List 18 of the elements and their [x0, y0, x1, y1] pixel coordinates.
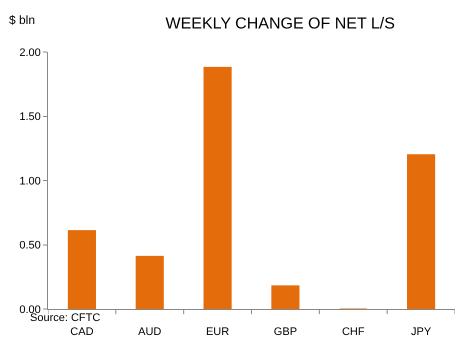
- x-tick-label: JPY: [410, 326, 432, 338]
- chart-title: WEEKLY CHANGE OF NET L/S: [166, 16, 395, 33]
- bar: [136, 256, 164, 309]
- bar: [204, 66, 232, 309]
- bar: [271, 285, 300, 309]
- bar: [68, 230, 96, 309]
- source-note: Source: CFTC: [30, 312, 100, 324]
- y-tick-label: 0.50: [19, 240, 41, 252]
- x-tick-label: CHF: [342, 326, 365, 338]
- y-tick-label: 1.50: [19, 111, 41, 124]
- x-tick-label: GBP: [274, 326, 298, 338]
- bar: [407, 154, 436, 309]
- y-tick-label: 2.00: [19, 46, 41, 59]
- y-tick-label: 1.00: [19, 175, 41, 188]
- x-tick-label: EUR: [206, 326, 230, 338]
- x-tick-label: CAD: [70, 326, 94, 338]
- y-axis-title: $ bln: [9, 13, 36, 27]
- x-tick-label: AUD: [138, 326, 162, 338]
